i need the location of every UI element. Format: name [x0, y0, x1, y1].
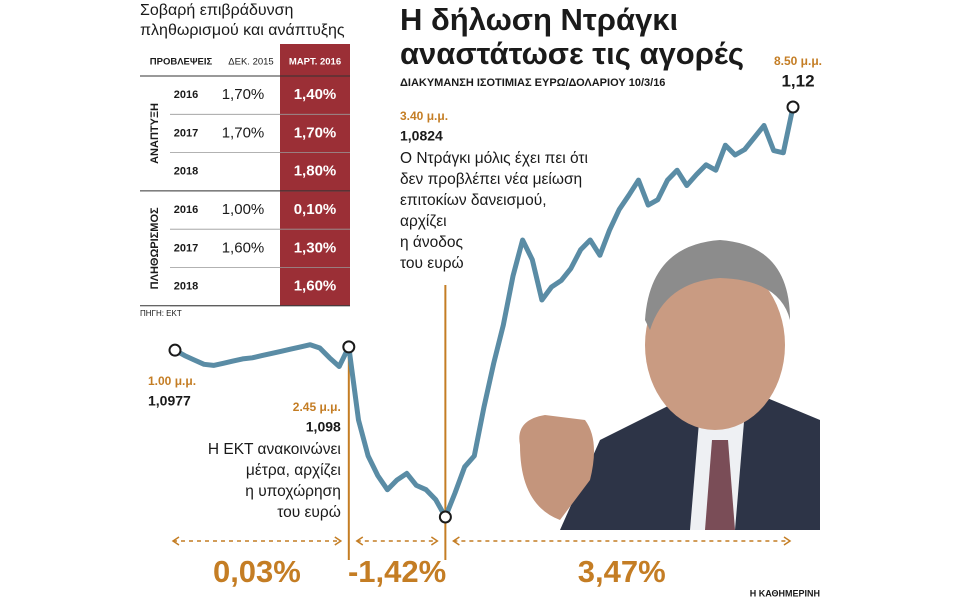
- chart-title: Η δήλωση Ντράγκι: [400, 2, 678, 37]
- cell-highlight: 1,30%: [294, 239, 337, 256]
- table-source: ΠΗΓΗ: ΕΚΤ: [140, 309, 182, 318]
- change-label: -1,42%: [348, 554, 446, 589]
- annotation-text: επιτοκίων δανεισμού,: [400, 192, 547, 209]
- annotation-text: του ευρώ: [400, 255, 464, 272]
- annotation-time: 1.00 μ.μ.: [148, 374, 196, 388]
- group-label: ΠΛΗΘΩΡΙΣΜΟΣ: [149, 207, 161, 289]
- chart-title: αναστάτωσε τις αγορές: [400, 36, 744, 71]
- chart-subtitle: ΔΙΑΚΥΜΑΝΣΗ ΙΣΟΤΙΜΙΑΣ ΕΥΡΩ/ΔΟΛΑΡΙΟΥ 10/3/…: [400, 77, 665, 89]
- point-marker: [438, 510, 452, 524]
- plot: 1.00 μ.μ. 1,0977 2.45 μ.μ. 1,098 Η ΕΚΤ ανακο…: [148, 54, 822, 589]
- annotation-text: Ο Ντράγκι μόλις έχει πει ότι: [400, 150, 588, 167]
- table-header: ΔΕΚ. 2015: [228, 57, 273, 68]
- annotation-value: 1,0824: [400, 128, 443, 144]
- line: [173, 106, 796, 520]
- annotation-time: 3.40 μ.μ.: [400, 109, 448, 123]
- cell: 1,00%: [222, 201, 265, 218]
- cell-highlight: 1,60%: [294, 278, 337, 295]
- annotation-text: η υποχώρηση: [245, 483, 341, 500]
- cell-highlight: 1,40%: [294, 86, 337, 103]
- group-label: ΑΝΑΠΤΥΞΗ: [149, 103, 161, 164]
- arrow-head: [355, 536, 439, 546]
- annotation-text: αρχίζει: [400, 213, 447, 230]
- table-header: ΠΡΟΒΛΕΨΕΙΣ: [150, 57, 213, 68]
- arrow-head: [452, 536, 792, 546]
- annotation-text: η άνοδος: [400, 234, 463, 251]
- row-year: 2016: [174, 204, 198, 216]
- cell: 1,70%: [222, 86, 265, 103]
- table-title: Σοβαρή επιβράδυνση: [140, 2, 293, 19]
- photo: [519, 240, 820, 530]
- change-label: 0,03%: [213, 554, 301, 589]
- row-year: 2017: [174, 127, 198, 139]
- annotation-text: Η ΕΚΤ ανακοινώνει: [208, 441, 341, 458]
- table: Σοβαρή επιβράδυνση πληθωρισμού και ανάπτ…: [140, 2, 350, 318]
- row-year: 2016: [174, 89, 198, 101]
- point-marker: [786, 100, 800, 114]
- credit: Η ΚΑΘΗΜΕΡΙΝΗ: [750, 588, 820, 598]
- annotation-text: μέτρα, αρχίζει: [246, 462, 341, 479]
- cell: 1,70%: [222, 124, 265, 141]
- row-year: 2018: [174, 281, 198, 293]
- point-marker: [168, 343, 182, 357]
- point-marker: [342, 340, 356, 354]
- annotation-value: 1,098: [306, 419, 341, 435]
- annotation-time: 8.50 μ.μ.: [774, 54, 822, 68]
- row-year: 2018: [174, 166, 198, 178]
- row-year: 2017: [174, 242, 198, 254]
- header-highlight: [280, 44, 350, 76]
- annotation-time: 2.45 μ.μ.: [293, 400, 341, 414]
- annotation-text: δεν προβλέπει νέα μείωση: [400, 171, 582, 188]
- annotation-value: 1,0977: [148, 393, 191, 409]
- arrow-head: [171, 536, 343, 546]
- cell-highlight: 0,10%: [294, 201, 337, 218]
- cell-highlight: 1,70%: [294, 124, 337, 141]
- annotation-text: του ευρώ: [277, 504, 341, 521]
- change-label: 3,47%: [578, 554, 666, 589]
- cell: 1,60%: [222, 239, 265, 256]
- annotation-value: 1,12: [781, 71, 814, 90]
- cell-highlight: 1,80%: [294, 163, 337, 180]
- table-title: πληθωρισμού και ανάπτυξης: [140, 22, 345, 39]
- table-header: ΜΑΡΤ. 2016: [289, 57, 341, 68]
